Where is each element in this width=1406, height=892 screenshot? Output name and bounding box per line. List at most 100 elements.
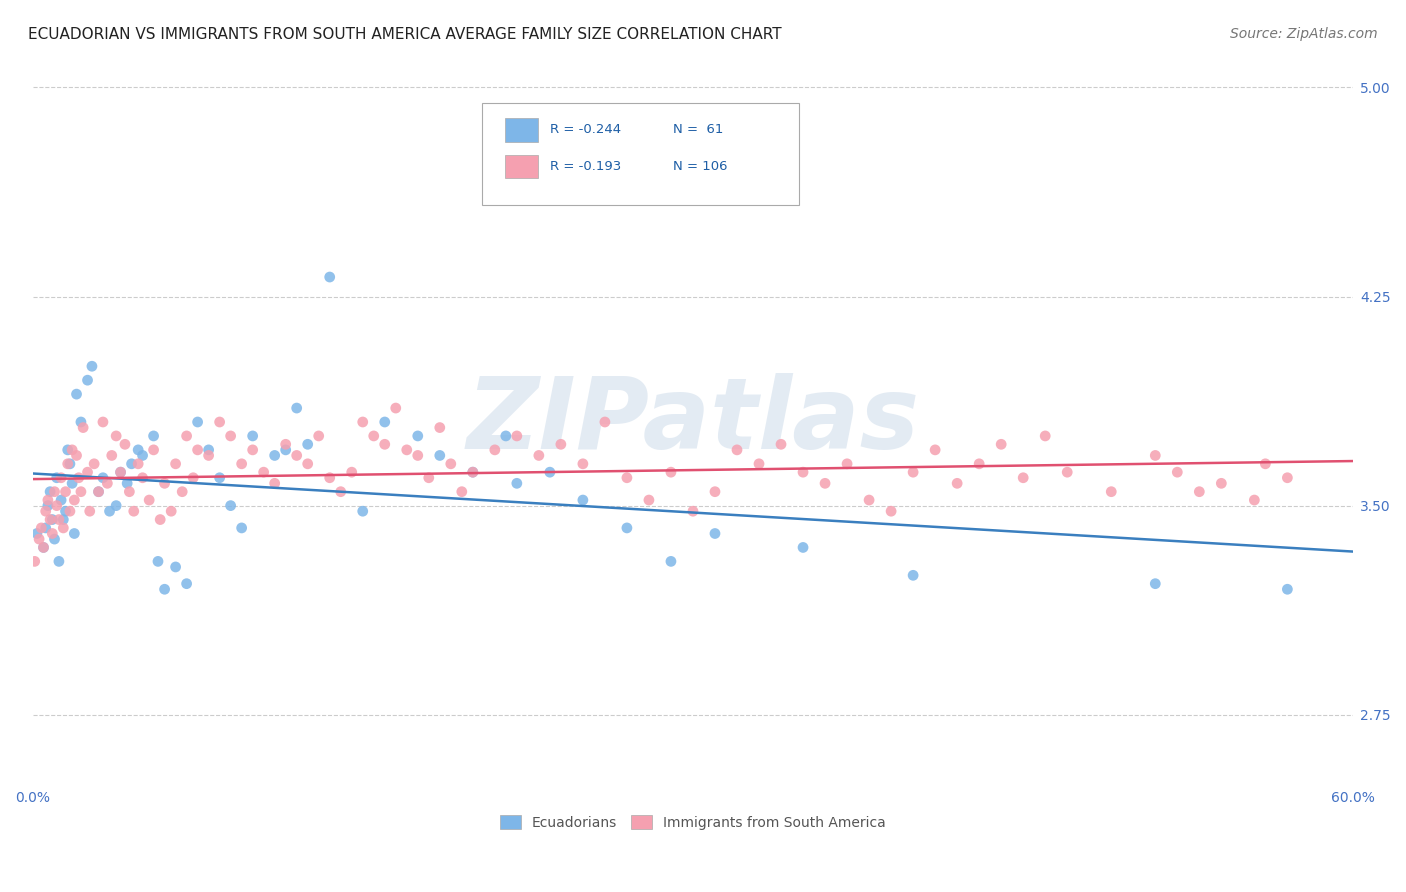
Legend: Ecuadorians, Immigrants from South America: Ecuadorians, Immigrants from South Ameri… — [495, 810, 891, 836]
Point — [418, 471, 440, 485]
Point — [1056, 465, 1078, 479]
Text: ZIPatlas: ZIPatlas — [467, 374, 920, 470]
Point — [165, 560, 187, 574]
Point — [616, 521, 638, 535]
Point — [550, 437, 572, 451]
Point — [172, 484, 194, 499]
Point — [835, 457, 858, 471]
Point — [35, 504, 58, 518]
Point — [274, 437, 297, 451]
Point — [1243, 493, 1265, 508]
Point — [769, 437, 792, 451]
Point — [924, 442, 946, 457]
Point — [41, 526, 63, 541]
Point — [30, 521, 52, 535]
Point — [319, 270, 342, 285]
Point — [63, 526, 86, 541]
FancyBboxPatch shape — [482, 103, 799, 204]
Point — [461, 465, 484, 479]
Point — [1254, 457, 1277, 471]
Point — [80, 359, 103, 374]
Point — [297, 437, 319, 451]
Point — [858, 493, 880, 508]
Point — [48, 512, 70, 526]
Point — [197, 449, 219, 463]
Point — [59, 504, 82, 518]
Point — [901, 465, 924, 479]
Point — [429, 420, 451, 434]
Point — [616, 471, 638, 485]
Text: R = -0.244: R = -0.244 — [550, 123, 621, 136]
Point — [374, 415, 396, 429]
Point — [91, 415, 114, 429]
Point — [484, 442, 506, 457]
Point — [52, 521, 75, 535]
Point — [122, 504, 145, 518]
Point — [39, 512, 62, 526]
Point — [91, 471, 114, 485]
Point — [131, 449, 153, 463]
Point — [395, 442, 418, 457]
Point — [67, 471, 90, 485]
Point — [1211, 476, 1233, 491]
Point — [748, 457, 770, 471]
Point — [1188, 484, 1211, 499]
Point — [76, 373, 98, 387]
Point — [527, 449, 550, 463]
Point — [352, 504, 374, 518]
Point — [56, 442, 79, 457]
Point — [63, 493, 86, 508]
Text: N = 106: N = 106 — [673, 160, 728, 173]
Point — [1099, 484, 1122, 499]
Point — [495, 429, 517, 443]
Point — [659, 554, 682, 568]
Point — [105, 499, 128, 513]
Point — [285, 401, 308, 415]
Point — [792, 541, 814, 555]
Point — [76, 465, 98, 479]
Point — [538, 465, 561, 479]
Point — [297, 457, 319, 471]
Point — [165, 457, 187, 471]
Point — [340, 465, 363, 479]
Text: N =  61: N = 61 — [673, 123, 724, 136]
Point — [901, 568, 924, 582]
Point — [41, 512, 63, 526]
Point — [406, 429, 429, 443]
Point — [39, 484, 62, 499]
Point — [1144, 576, 1167, 591]
Point — [83, 457, 105, 471]
Point — [263, 449, 285, 463]
Point — [285, 449, 308, 463]
Point — [142, 429, 165, 443]
Point — [461, 465, 484, 479]
Point — [1012, 471, 1035, 485]
Point — [45, 471, 67, 485]
Point — [98, 504, 121, 518]
Point — [37, 493, 59, 508]
Point — [55, 504, 77, 518]
Point — [127, 442, 149, 457]
Point — [60, 442, 83, 457]
Point — [242, 442, 264, 457]
Point — [572, 493, 595, 508]
Point — [1033, 429, 1056, 443]
Point — [208, 471, 231, 485]
Point — [682, 504, 704, 518]
Point — [24, 554, 46, 568]
Point — [638, 493, 661, 508]
Point — [72, 420, 94, 434]
FancyBboxPatch shape — [505, 119, 538, 142]
Point — [105, 429, 128, 443]
Point — [59, 457, 82, 471]
Point — [44, 484, 66, 499]
Point — [450, 484, 472, 499]
Point — [429, 449, 451, 463]
Point — [1144, 449, 1167, 463]
Point — [274, 442, 297, 457]
Point — [32, 541, 55, 555]
Point — [352, 415, 374, 429]
Point — [49, 471, 72, 485]
Point — [231, 457, 253, 471]
Point — [153, 582, 176, 597]
